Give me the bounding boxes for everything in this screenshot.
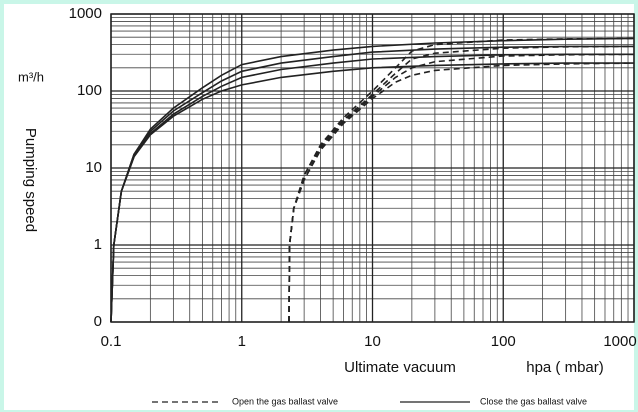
x-tick-label: 10 [364,333,381,350]
legend-label: Close the gas ballast valve [480,396,587,406]
x-tick-label: 1000 [603,333,636,350]
series-line [110,62,634,323]
x-tick-label: 1 [238,333,246,350]
x-axis-unit: hpa ( mbar) [526,359,604,376]
y-tick-label: 1 [94,236,102,253]
x-axis-title: Ultimate vacuum [344,359,456,376]
y-axis-title: Pumping speed [22,128,39,232]
y-tick-label: 10 [85,159,102,176]
y-tick-label: 100 [77,82,102,99]
series-line [288,62,635,323]
y-tick-label: 0 [94,313,102,330]
legend-label: Open the gas ballast valve [232,396,338,406]
y-unit: m³/h [18,69,44,84]
y-tick-label: 1000 [69,5,102,22]
x-tick-label: 0.1 [101,333,122,350]
chart-background [4,4,634,410]
plot-frame [110,13,635,323]
x-tick-label: 100 [491,333,516,350]
